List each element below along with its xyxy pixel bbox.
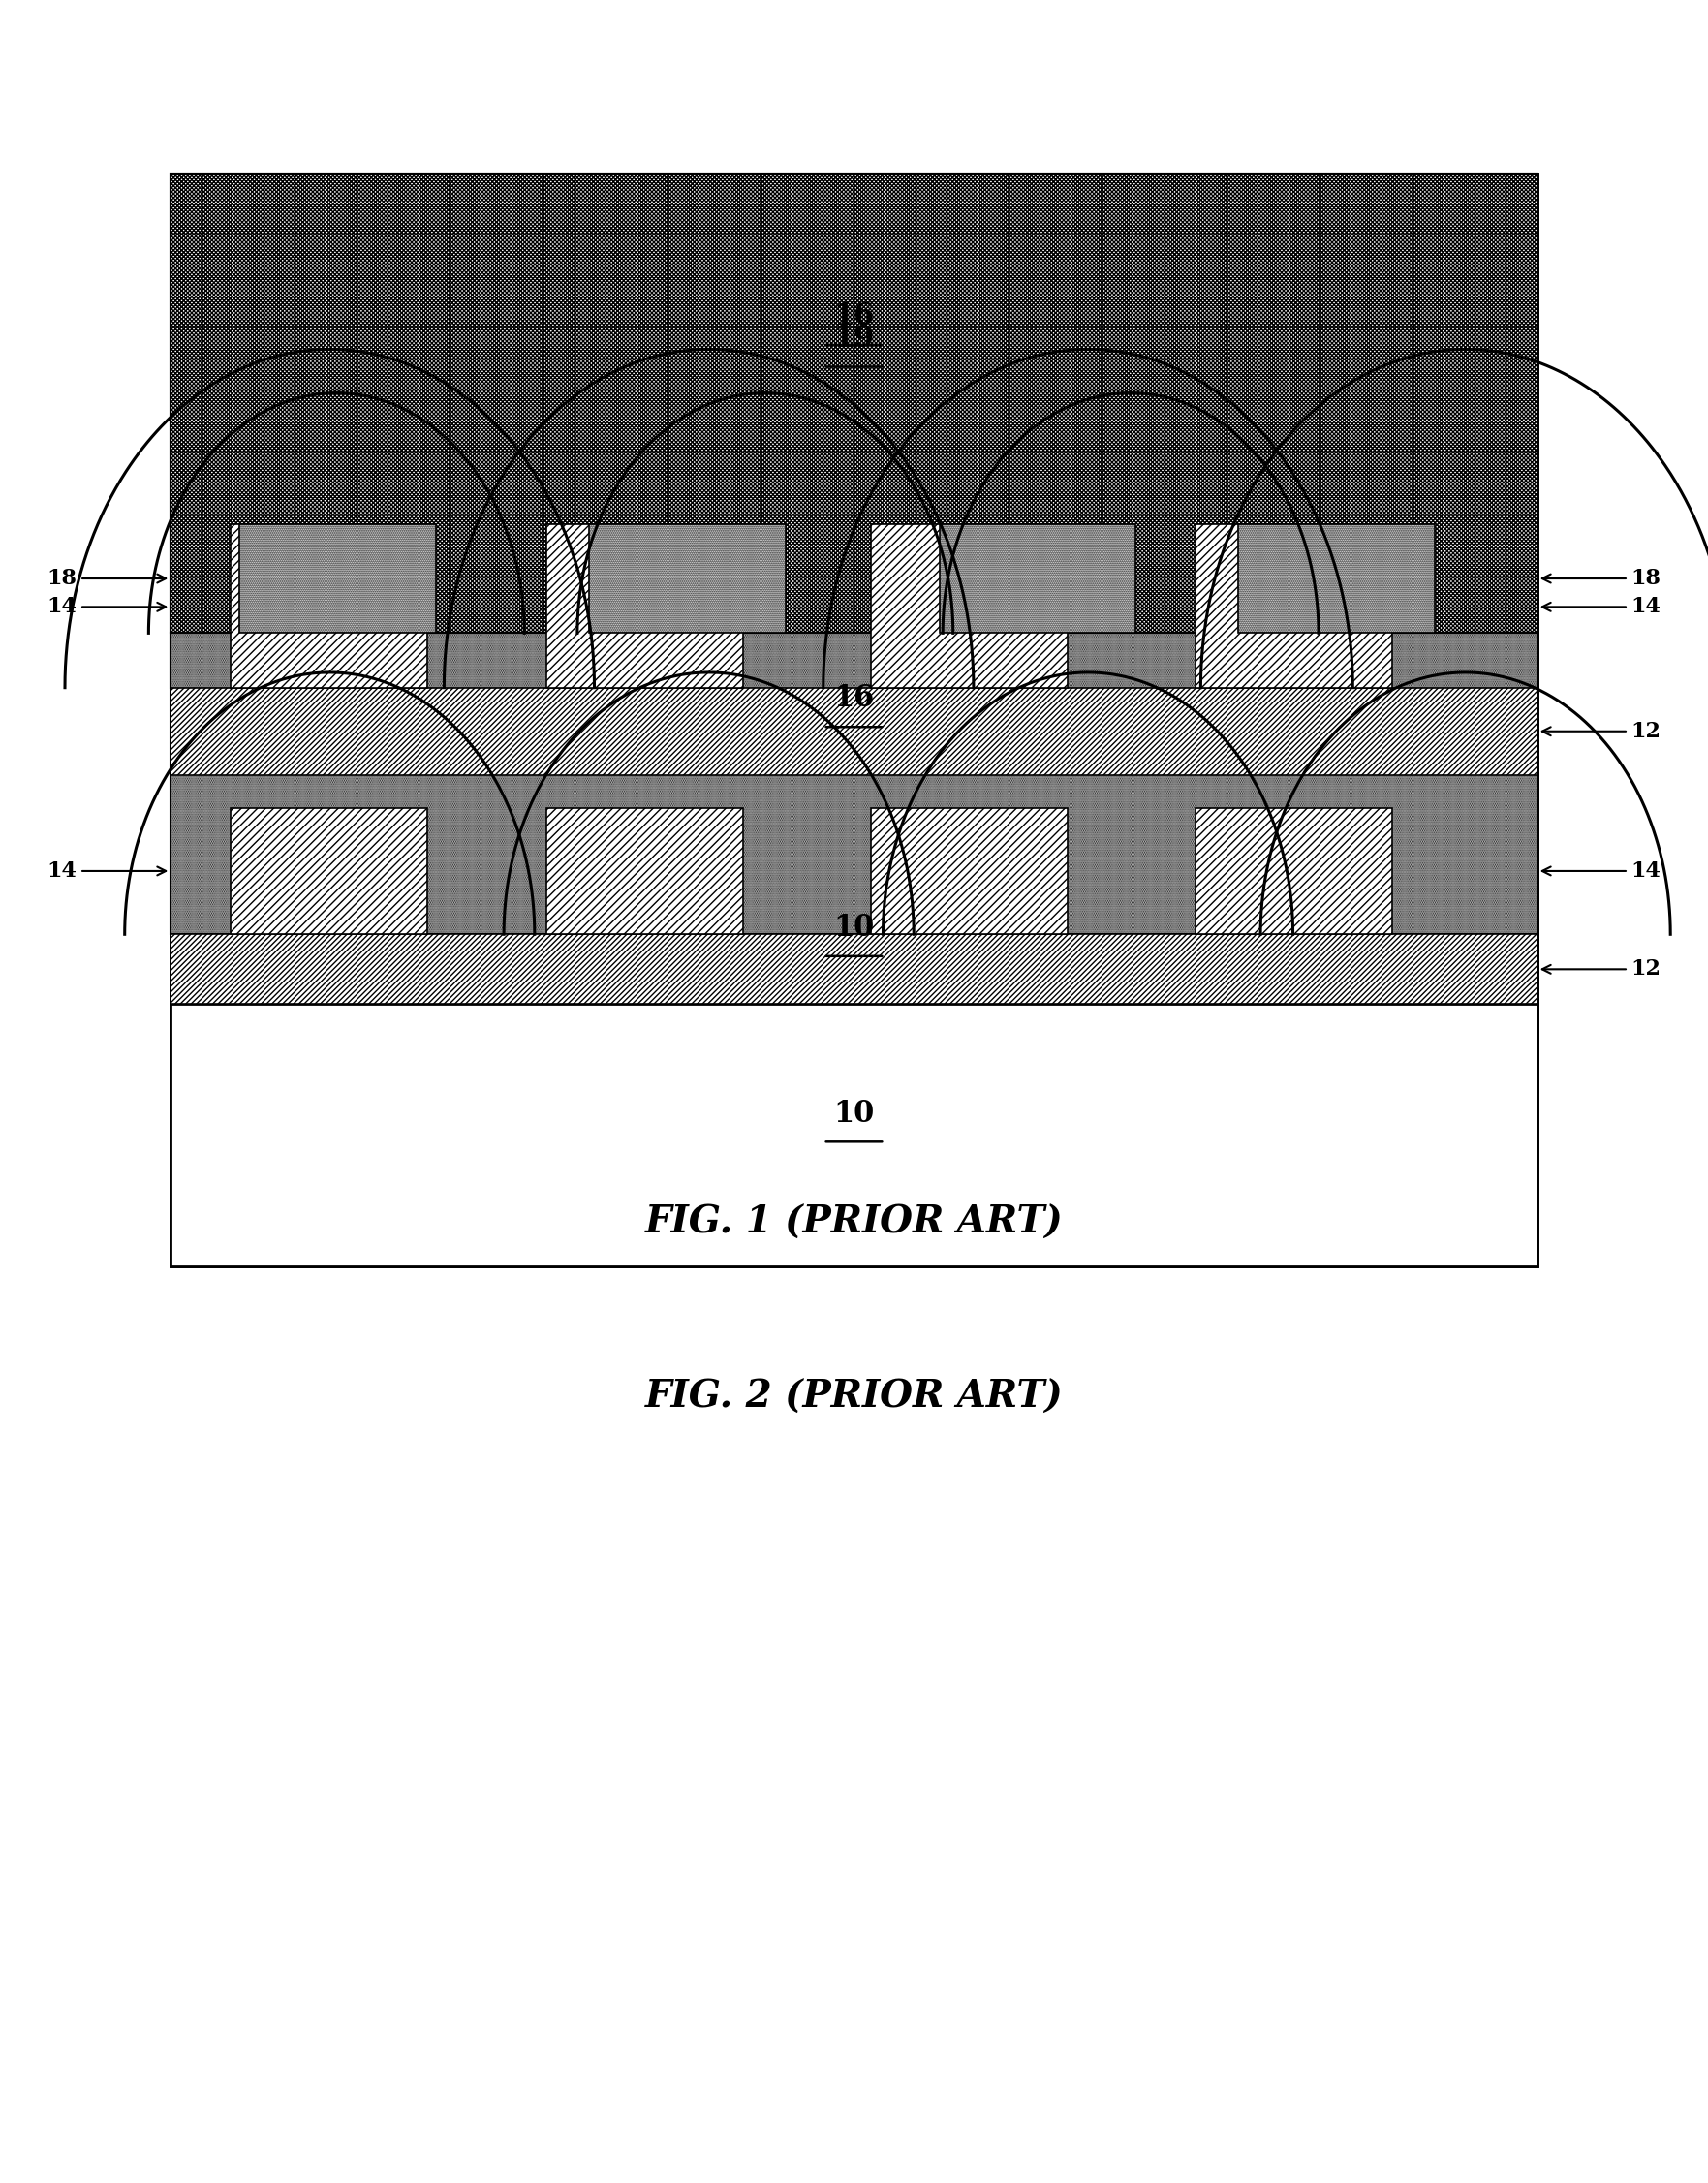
Bar	[171, 175, 1537, 633]
Bar	[589, 524, 786, 633]
Bar	[171, 175, 1537, 1092]
Bar	[871, 808, 1068, 934]
Bar	[871, 524, 1068, 688]
Text: 12: 12	[1542, 720, 1662, 742]
Bar	[231, 524, 427, 688]
Text: 10: 10	[834, 1098, 874, 1129]
Bar	[547, 524, 743, 688]
Text: 18: 18	[46, 568, 166, 589]
Bar	[939, 524, 1136, 633]
Text: 12: 12	[1542, 958, 1662, 980]
Bar	[1196, 524, 1392, 688]
Text: 16: 16	[834, 301, 874, 332]
Bar	[171, 775, 1537, 1092]
Bar	[1196, 808, 1392, 934]
Text: 10: 10	[834, 912, 874, 943]
Bar	[171, 633, 1537, 934]
Text: 16: 16	[834, 683, 874, 714]
Text: 14: 14	[46, 860, 166, 882]
Bar	[171, 934, 1537, 1004]
Bar	[1238, 524, 1435, 633]
Text: FIG. 1 (PRIOR ART): FIG. 1 (PRIOR ART)	[646, 1205, 1062, 1240]
Bar	[171, 175, 1537, 688]
Text: 14: 14	[1542, 596, 1662, 618]
Text: 14: 14	[46, 596, 166, 618]
Bar	[231, 808, 427, 934]
Text: FIG. 2 (PRIOR ART): FIG. 2 (PRIOR ART)	[646, 1380, 1062, 1415]
Bar	[171, 175, 1537, 1266]
Bar	[547, 808, 743, 934]
Text: 19: 19	[834, 323, 874, 354]
Bar	[171, 1004, 1537, 1266]
Text: 18: 18	[1542, 568, 1662, 589]
Bar	[171, 688, 1537, 775]
Text: 14: 14	[1542, 860, 1662, 882]
Bar	[239, 524, 436, 633]
